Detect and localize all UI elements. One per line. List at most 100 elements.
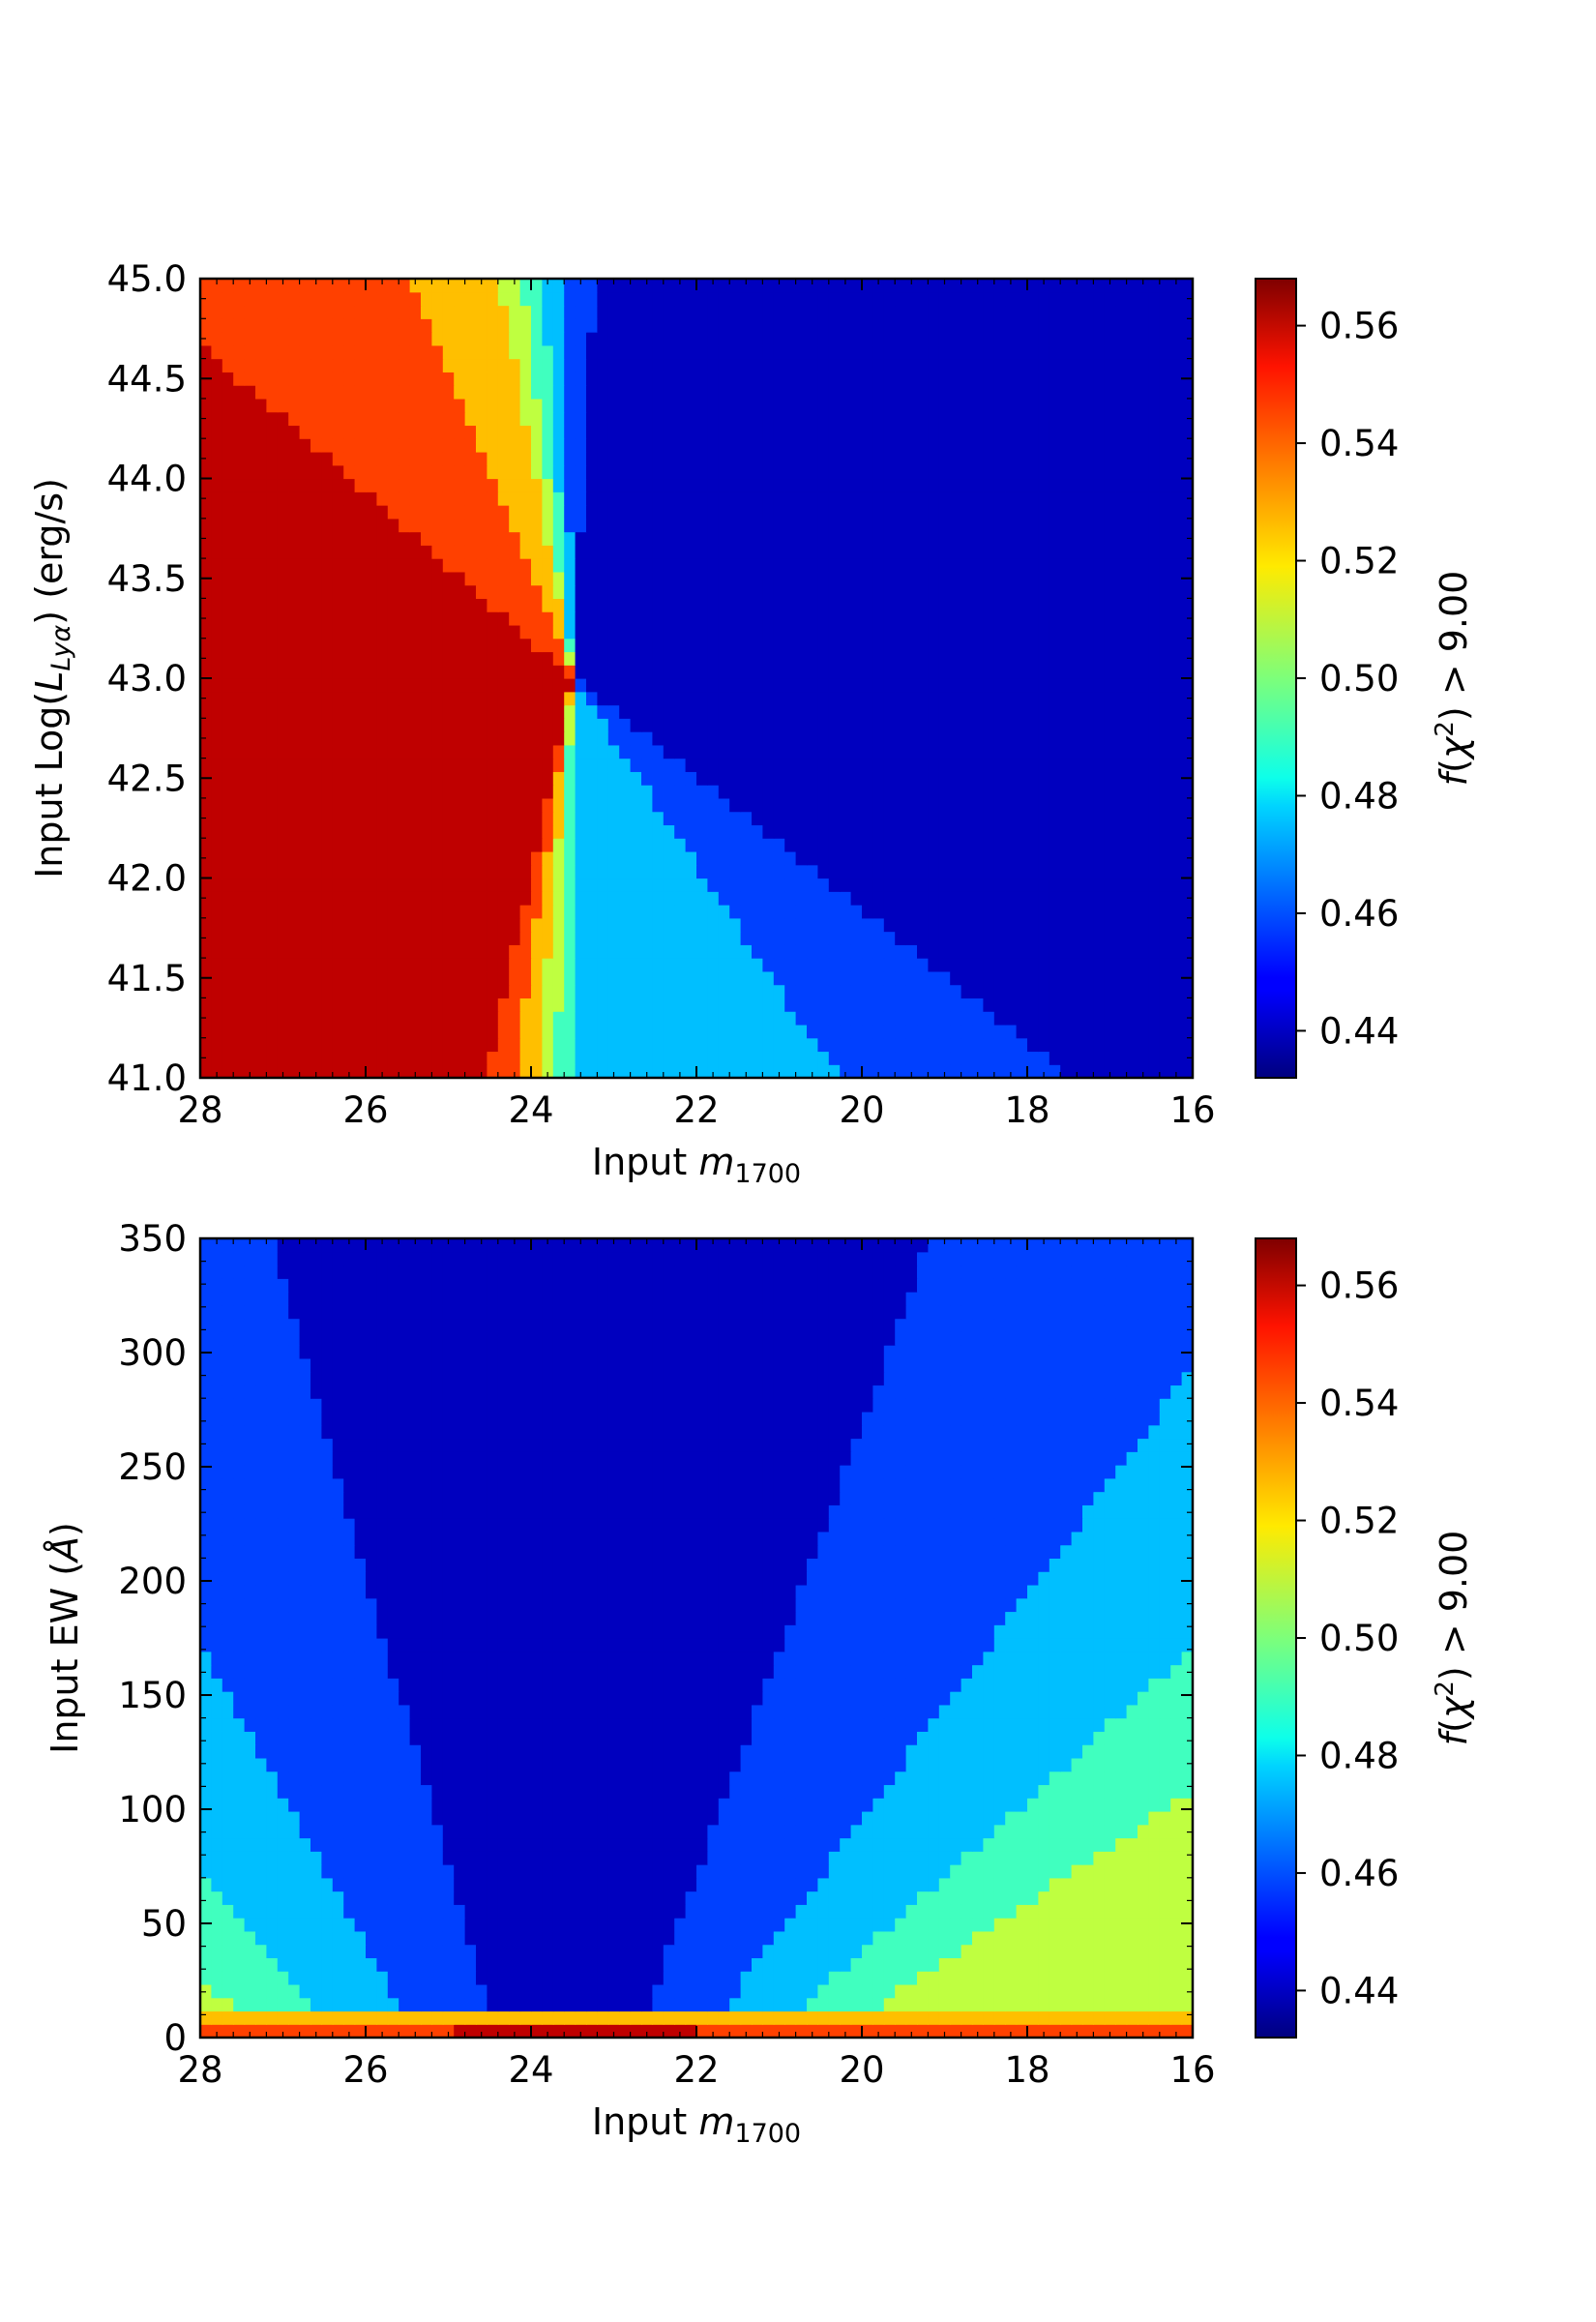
heatmap-cell [387, 691, 399, 706]
heatmap-cell [552, 1024, 565, 1039]
heatmap-cell [718, 864, 730, 879]
heatmap-cell [696, 958, 708, 972]
heatmap-cell [497, 505, 510, 520]
heatmap-cell [509, 704, 521, 719]
heatmap-cell [310, 970, 322, 986]
heatmap-cell [266, 372, 279, 386]
heatmap-cell [343, 797, 356, 813]
heatmap-cell [211, 438, 223, 453]
heatmap-cell [652, 505, 665, 520]
heatmap-cell [993, 997, 1006, 1012]
heatmap-cell [552, 425, 565, 439]
heatmap-cell [255, 811, 267, 826]
heatmap-cell [1016, 491, 1028, 506]
heatmap-cell [200, 824, 212, 839]
heatmap-cell [244, 531, 256, 546]
heatmap-cell [1027, 1051, 1039, 1065]
heatmap-cell [288, 718, 301, 732]
heatmap-cell [619, 1024, 632, 1039]
heatmap-cell [773, 958, 785, 972]
heatmap-cell [1082, 651, 1094, 666]
heatmap-cell [1049, 891, 1061, 906]
heatmap-cell [641, 344, 653, 360]
heatmap-cell [983, 744, 995, 759]
heatmap-cell [795, 678, 808, 693]
heatmap-cell [531, 451, 543, 466]
heatmap-cell [807, 850, 818, 866]
heatmap-cell [321, 385, 334, 400]
heatmap-cell [431, 824, 444, 839]
heatmap-cell [817, 358, 830, 372]
heatmap-cell [376, 425, 389, 439]
heatmap-cell [1071, 1011, 1083, 1026]
heatmap-cell [277, 1064, 289, 1078]
heatmap-cell [862, 398, 873, 413]
heatmap-cell [464, 678, 477, 693]
heatmap-cell [773, 1024, 785, 1039]
heatmap-cell [266, 691, 279, 706]
heatmap-cell [663, 358, 675, 372]
heatmap-cell [1049, 385, 1061, 400]
heatmap-cell [1170, 665, 1183, 679]
heatmap-cell [509, 944, 521, 959]
heatmap-cell [1071, 997, 1083, 1012]
heatmap-cell [244, 571, 256, 586]
heatmap-cell [366, 438, 377, 453]
heatmap-cell [442, 704, 455, 719]
heatmap-cell [255, 624, 267, 640]
heatmap-cell [696, 411, 708, 427]
heatmap-cell [685, 344, 697, 360]
heatmap-cell [266, 531, 279, 546]
heatmap-cell [409, 531, 422, 546]
heatmap-cell [421, 785, 432, 799]
heatmap-cell [872, 545, 885, 559]
heatmap-cell [1016, 398, 1028, 413]
heatmap-cell [938, 744, 951, 759]
heatmap-cell [1138, 731, 1149, 746]
heatmap-cell [972, 478, 984, 492]
heatmap-cell [1138, 1051, 1149, 1065]
heatmap-cell [961, 545, 973, 559]
heatmap-cell [1038, 425, 1050, 439]
heatmap-cell [1115, 598, 1128, 612]
heatmap-cell [464, 651, 477, 666]
heatmap-cell [1093, 531, 1106, 546]
heatmap-cell [607, 838, 620, 852]
heatmap-cell [497, 785, 510, 799]
heatmap-cell [685, 917, 697, 933]
heatmap-cell [784, 1051, 797, 1065]
heatmap-cell [509, 558, 521, 573]
heatmap-cell [1159, 464, 1171, 480]
heatmap-cell [773, 691, 785, 706]
heatmap-cell [575, 731, 587, 746]
heatmap-cell [773, 398, 785, 413]
heatmap-cell [354, 1011, 367, 1026]
heatmap-cell [464, 1064, 477, 1078]
heatmap-cell [972, 691, 984, 706]
heatmap-cell [917, 771, 929, 786]
heatmap-cell [487, 651, 499, 666]
heatmap-cell [1093, 984, 1106, 998]
heatmap-cell [332, 358, 344, 372]
heatmap-cell [1049, 997, 1061, 1012]
heatmap-cell [961, 797, 973, 813]
heatmap-cell [211, 771, 223, 786]
heatmap-cell [409, 491, 422, 506]
heatmap-cell [552, 797, 565, 813]
heatmap-cell [1126, 850, 1138, 866]
heatmap-cell [597, 878, 609, 892]
heatmap-cell [586, 718, 598, 732]
heatmap-cell [718, 997, 730, 1012]
heatmap-cell [795, 518, 808, 533]
heatmap-cell [961, 1064, 973, 1078]
heatmap-cell [729, 611, 742, 626]
heatmap-cell [476, 598, 488, 612]
heatmap-cell [993, 984, 1006, 998]
heatmap-cell [454, 824, 466, 839]
heatmap-cell [299, 797, 311, 813]
heatmap-cell [476, 970, 488, 986]
heatmap-cell [343, 758, 356, 772]
heatmap-cell [310, 451, 322, 466]
heatmap-cell [299, 531, 311, 546]
heatmap-cell [1049, 1024, 1061, 1039]
